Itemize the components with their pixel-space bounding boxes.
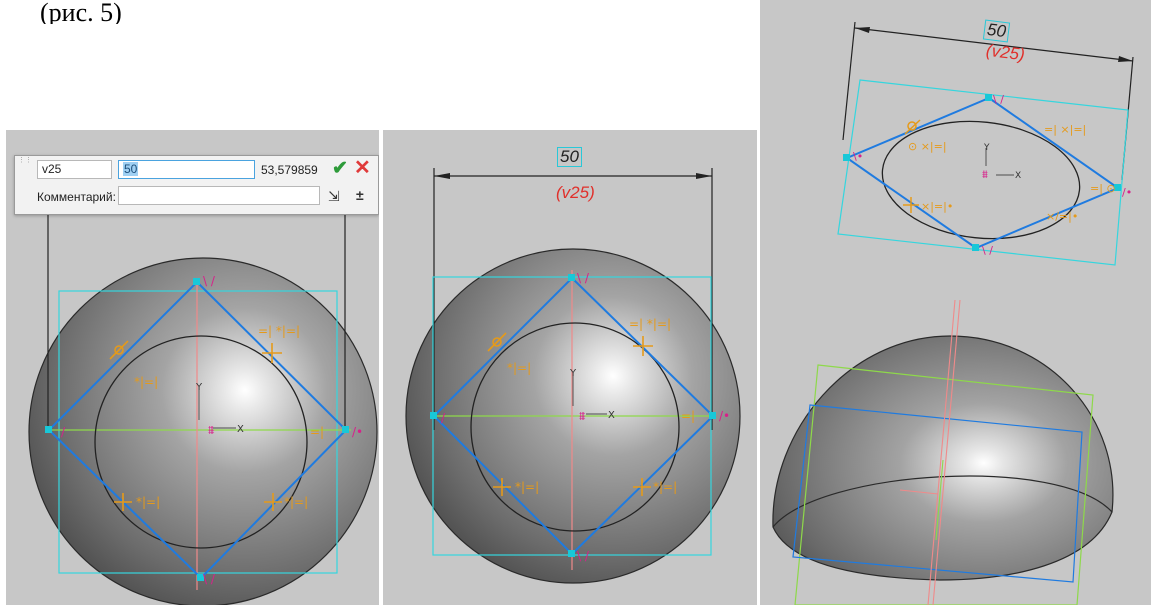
- svg-text:\ /: \ /: [577, 549, 590, 563]
- magenta-constraint-markers: \ / /• \• \ /: [853, 93, 1132, 257]
- checkmark-icon[interactable]: ✔: [332, 158, 348, 179]
- axis-x-label: X: [1015, 171, 1021, 181]
- vertex-points[interactable]: [843, 94, 1121, 251]
- svg-text:=|: =|: [310, 425, 324, 439]
- svg-text:/•: /•: [1122, 186, 1132, 199]
- svg-text:=| ×|=|: =| ×|=|: [1044, 123, 1086, 136]
- origin-marker: ⩩: [572, 376, 607, 423]
- svg-text:*|=|: *|=|: [653, 480, 677, 494]
- magenta-constraint-markers: \ / /• / \ /: [61, 274, 363, 586]
- svg-text:\ /: \ /: [203, 274, 216, 288]
- svg-text:*|=|: *|=|: [136, 495, 160, 509]
- constraint-glyphs: *|=| =| *|=| *|=| *|=| =|: [487, 317, 695, 496]
- svg-text:*|=|: *|=|: [284, 495, 308, 509]
- svg-text:⊙ ×|=|: ⊙ ×|=|: [908, 140, 947, 153]
- vertex-points[interactable]: [45, 278, 349, 581]
- viewport-dimension-applied[interactable]: *|=| =| *|=| *|=| *|=| =| \ //• / \ / ⩩ Y …: [383, 130, 757, 605]
- origin-marker: ⩩: [198, 390, 236, 437]
- dimension-value-label[interactable]: 50: [557, 147, 582, 167]
- svg-text:\ /: \ /: [203, 572, 216, 586]
- variable-name-field[interactable]: v25: [37, 160, 112, 179]
- svg-text:⩩: ⩩: [579, 409, 586, 423]
- bounding-box: [837, 79, 1129, 266]
- dimension-value-input[interactable]: 50: [118, 160, 255, 179]
- caption-fragment: (рис. 5): [40, 0, 122, 24]
- measured-value: 53,579859: [261, 163, 318, 177]
- svg-text:×|=|•: ×|=|•: [921, 200, 953, 213]
- vertex-points[interactable]: [430, 274, 716, 557]
- plane-outline-green: [794, 364, 1094, 605]
- constraint-glyphs: *|=| =| *|=| *|=| *|=| =|: [109, 324, 324, 511]
- axis-line-x: [935, 459, 944, 541]
- svg-text:*|=|: *|=|: [134, 375, 158, 389]
- svg-text:=| *|=|: =| *|=|: [258, 324, 300, 338]
- sphere-model[interactable]: [28, 257, 378, 605]
- svg-text:/•: /•: [352, 425, 363, 439]
- hemisphere-model[interactable]: [772, 335, 1114, 581]
- insert-variable-icon[interactable]: ⇲: [328, 188, 340, 204]
- axis-y-label: Y: [569, 368, 577, 379]
- svg-text:=|: =|: [681, 409, 695, 423]
- axis-y-label: Y: [195, 382, 203, 393]
- viewport-sketch-editing[interactable]: *|=| =| *|=| *|=| *|=| =| \ //• / \ / ⩩ Y …: [6, 130, 379, 605]
- plane-outline-blue: [792, 404, 1083, 583]
- viewport-rotated-view[interactable]: ⊙ ×|=| =| ×|=| ×|=|• ×/=|• =| ⊙ \ //• \• \…: [760, 0, 1151, 605]
- drag-grip-icon[interactable]: ⋮⋮: [18, 157, 32, 164]
- svg-text:=| *|=|: =| *|=|: [629, 317, 671, 331]
- svg-text:\ /: \ /: [993, 93, 1004, 106]
- magenta-constraint-markers: \ / /• / \ /: [441, 271, 730, 563]
- sketch-circle[interactable]: [470, 322, 680, 532]
- svg-text:/•: /•: [719, 409, 730, 423]
- svg-text:\ /: \ /: [982, 244, 993, 257]
- axis-x-label: X: [237, 424, 244, 435]
- svg-text:*|=|: *|=|: [515, 480, 539, 494]
- svg-text:\ /: \ /: [577, 271, 590, 285]
- svg-text:⩩: ⩩: [982, 168, 988, 181]
- selected-value-text: 50: [123, 162, 139, 176]
- svg-text:⩩: ⩩: [208, 423, 215, 437]
- origin-marker: ⩩: [982, 148, 1014, 181]
- constraint-glyphs: ⊙ ×|=| =| ×|=| ×|=|• ×/=|• =| ⊙: [903, 119, 1116, 223]
- axis-line-y: [899, 299, 961, 605]
- svg-text:*|=|: *|=|: [507, 361, 531, 375]
- plus-minus-icon[interactable]: ±: [356, 187, 364, 203]
- sketch-circle[interactable]: [94, 335, 308, 549]
- close-icon[interactable]: ✕: [354, 157, 371, 179]
- svg-text:/: /: [441, 411, 446, 425]
- comment-input[interactable]: [118, 186, 320, 205]
- axis-x-label: X: [608, 410, 615, 421]
- svg-text:×/=|•: ×/=|•: [1046, 210, 1078, 223]
- bounding-box: [58, 290, 338, 574]
- comment-label: Комментарий:: [37, 190, 116, 204]
- dimension-variable-label: (v25): [556, 183, 595, 202]
- svg-text:=| ⊙: =| ⊙: [1090, 182, 1116, 195]
- svg-text:/: /: [61, 425, 66, 439]
- dimension-line[interactable]: [433, 168, 713, 430]
- sketch-ellipse[interactable]: [876, 112, 1085, 248]
- dimension-edit-dialog: ⋮⋮ v25 50 53,579859 ✔ ✕ Комментарий: ⇲ ±: [14, 155, 379, 215]
- svg-text:\•: \•: [853, 150, 863, 163]
- axis-y-label: Y: [983, 143, 990, 153]
- dimension-value-label[interactable]: 50: [982, 19, 1011, 43]
